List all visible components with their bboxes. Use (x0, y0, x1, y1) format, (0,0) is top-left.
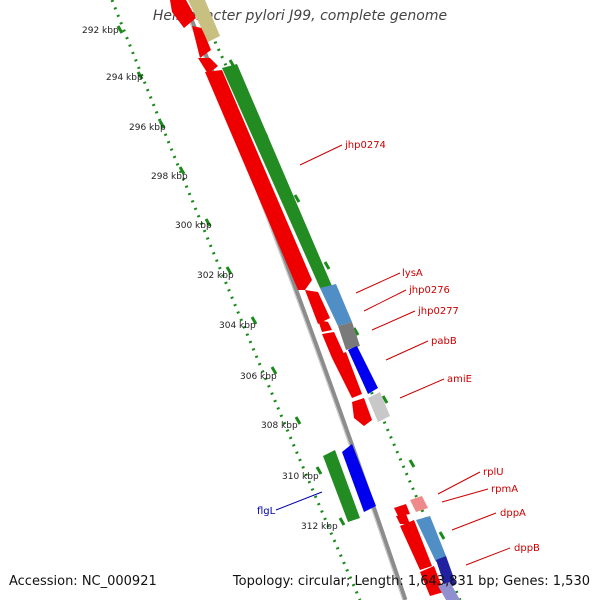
tick-label: 308 kbp (261, 421, 298, 431)
tick-label: 306 kbp (240, 372, 277, 382)
gene-feature-lysA[interactable] (305, 290, 330, 324)
tick-label: 298 kbp (151, 172, 188, 182)
gene-label-rpmA[interactable]: rpmA (491, 484, 518, 495)
gene-feature-pabB[interactable] (332, 352, 362, 398)
gene-label-jhp0277[interactable]: jhp0277 (417, 306, 459, 317)
gene-label-dppB[interactable]: dppB (514, 543, 540, 554)
gene-feature[interactable] (322, 332, 344, 358)
tick-label: 300 kbp (175, 221, 212, 231)
gene-label-flgL[interactable]: flgL (257, 506, 276, 517)
gene-feature-rplU[interactable] (410, 496, 428, 512)
gene-label-lysA[interactable]: lysA (402, 268, 423, 279)
tick-label: 294 kbp (106, 73, 143, 83)
accession-text: Accession: NC_000921 (9, 574, 157, 589)
tick-label: 312 kbp (301, 522, 338, 532)
gene-feature-amiE[interactable] (352, 398, 372, 426)
gene-feature[interactable] (192, 26, 211, 58)
gene-feature-amiE-grey[interactable] (368, 392, 390, 422)
gene-label-pabB[interactable]: pabB (431, 336, 457, 347)
label-leader-lines (275, 144, 511, 566)
gene-feature[interactable] (436, 556, 456, 590)
tick-label: 310 kbp (282, 472, 319, 482)
gene-feature-jhp0277[interactable] (338, 322, 360, 350)
map-title: Helicobacter pylori J99, complete genome (152, 8, 448, 24)
tick-label: 296 kbp (129, 123, 166, 133)
gene-feature[interactable] (170, 0, 196, 28)
gene-feature-jhp0274-red[interactable] (205, 70, 312, 290)
gene-labels: jhp0274 lysA jhp0276 jhp0277 pabB amiE r… (257, 140, 540, 554)
genome-stats-text: Topology: circular; Length: 1,643,831 bp… (232, 574, 590, 589)
gene-label-rplU[interactable]: rplU (483, 467, 504, 478)
scale-tick-labels: 292 kbp 294 kbp 296 kbp 298 kbp 300 kbp … (82, 26, 338, 532)
forward-strand-genes (170, 0, 460, 600)
tick-label: 292 kbp (82, 26, 119, 36)
gene-feature-rpmA[interactable] (394, 504, 410, 516)
tick-label: 304 kbp (219, 321, 256, 331)
gene-label-jhp0276[interactable]: jhp0276 (408, 285, 450, 296)
gene-label-jhp0274[interactable]: jhp0274 (344, 140, 386, 151)
gene-label-dppA[interactable]: dppA (500, 508, 526, 519)
gene-feature-jhp0276[interactable] (320, 284, 352, 326)
gene-feature-flgL-blue[interactable] (342, 444, 376, 512)
gene-feature[interactable] (198, 58, 218, 74)
gene-feature-jhp0274-green[interactable] (222, 64, 332, 288)
gene-feature-dppA[interactable] (400, 520, 432, 570)
gene-feature[interactable] (188, 0, 220, 42)
gene-feature-dppB[interactable] (420, 566, 444, 596)
scale-tick-marks (116, 25, 446, 540)
tick-label: 302 kbp (197, 271, 234, 281)
gene-feature[interactable] (396, 514, 410, 524)
gene-label-amiE[interactable]: amiE (447, 374, 472, 385)
gene-feature[interactable] (438, 582, 460, 600)
gene-feature-flgL-green[interactable] (323, 450, 360, 522)
gene-feature[interactable] (318, 320, 332, 332)
gene-feature-dppA-blue[interactable] (416, 516, 446, 562)
gene-feature-pabB-blue[interactable] (348, 346, 378, 394)
reverse-strand-genes (323, 444, 376, 522)
